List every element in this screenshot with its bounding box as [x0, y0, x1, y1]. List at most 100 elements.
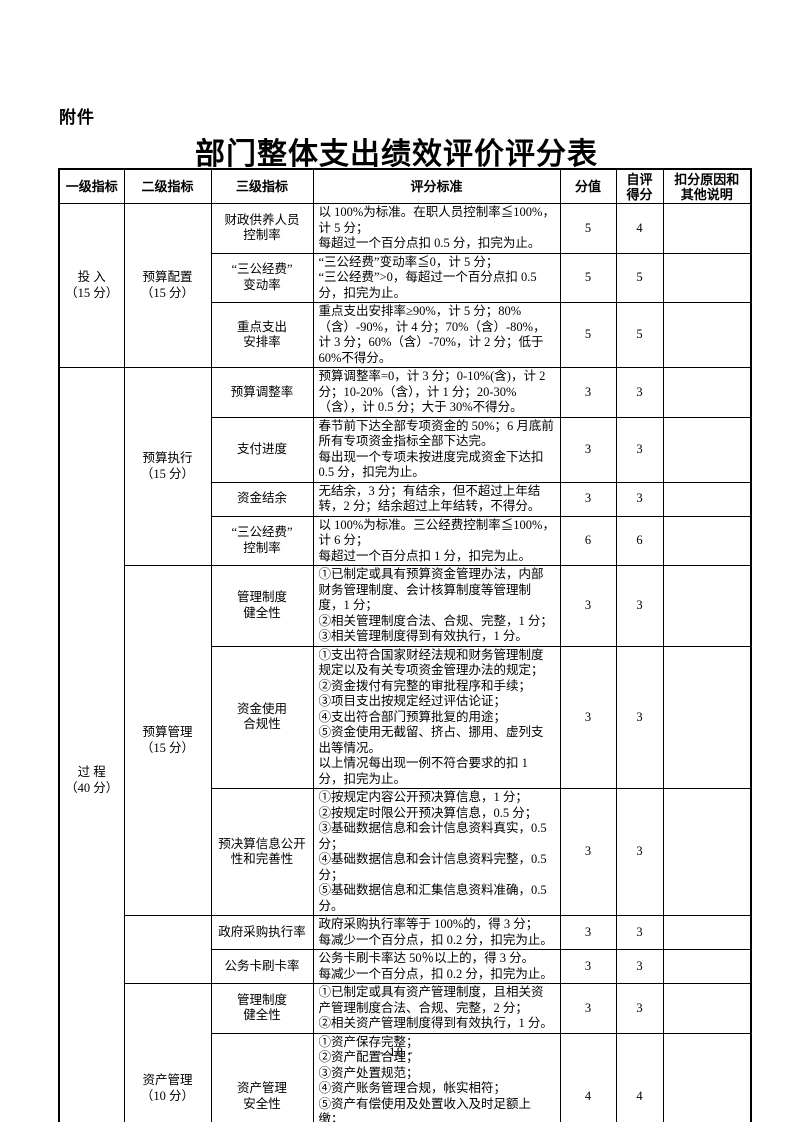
self-score-cell: 3 [615, 565, 664, 647]
score-cell: 3 [559, 367, 617, 418]
table-row: 投 入 （15 分） 预算配置 （15 分） 财政供养人员 控制率 以 100%… [58, 203, 752, 368]
score-cell: 5 [559, 252, 617, 303]
attachment-label: 附件 [59, 108, 95, 127]
remark-cell [662, 645, 752, 789]
level3-cell: 预算调整率 [210, 367, 314, 418]
level2-cell-budget-allocation: 预算配置 （15 分） [123, 203, 212, 368]
level2-cell-budget-management: 预算管理 （15 分） [123, 565, 212, 916]
level1-cell-process: 过 程 （40 分） [58, 367, 125, 1122]
remark-cell [662, 565, 752, 647]
header-row: 一级指标 二级指标 三级指标 评分标准 分值 自评 得分 扣分原因和 其他说明 [58, 168, 752, 204]
criteria-cell: ①支出符合国家财经法规和财务管理制度规定以及有关专项资金管理办法的规定； ②资金… [312, 645, 561, 789]
header-score: 分值 [559, 168, 617, 204]
criteria-cell: ①已制定或具有预算资金管理办法，内部财务管理制度、会计核算制度等管理制度，1 分… [312, 565, 561, 647]
score-cell: 3 [559, 481, 617, 517]
table-row: “三公经费” 控制率 以 100%为标准。三公经费控制率≦100%，计 6 分；… [59, 515, 752, 566]
scoring-table: 一级指标 二级指标 三级指标 评分标准 分值 自评 得分 扣分原因和 其他说明 … [58, 168, 752, 1122]
level3-cell: 支付进度 [210, 416, 314, 483]
header-remark: 扣分原因和 其他说明 [662, 168, 752, 204]
level3-cell: 管理制度 健全性 [210, 983, 314, 1034]
level3-cell: 政府采购执行率 [210, 915, 314, 950]
score-cell: 3 [559, 949, 617, 984]
criteria-cell: ①按规定内容公开预决算信息，1 分； ②按规定时限公开预决算信息，0.5 分； … [312, 788, 561, 916]
table-row: 支付进度 春节前下达全部专项资金的 50%；6 月底前所有专项资金指标全部下达完… [59, 416, 752, 483]
criteria-cell: 以 100%为标准。三公经费控制率≦100%，计 6 分； 每超过一个百分点扣 … [312, 515, 561, 566]
level3-cell: 资金使用 合规性 [210, 645, 314, 789]
self-score-cell: 5 [615, 302, 664, 368]
header-level2: 二级指标 [123, 168, 212, 204]
level3-cell: 公务卡刷卡率 [210, 949, 314, 984]
level2-cell-asset-management: 资产管理 （10 分） [123, 983, 212, 1122]
table-row: 资产管理 （10 分） 管理制度 健全性 ①已制定或具有资产管理制度，且相关资产… [59, 983, 752, 1122]
self-score-cell: 3 [615, 949, 664, 984]
remark-cell [662, 915, 752, 950]
self-score-cell: 4 [615, 1032, 664, 1122]
self-score-cell: 3 [615, 915, 664, 950]
table-row: 资产管理 安全性 ①资产保存完整； ②资产配置合理； ③资产处置规范； ④资产账… [59, 1032, 752, 1122]
score-cell: 3 [559, 983, 617, 1034]
remark-cell [662, 302, 752, 368]
criteria-cell: 无结余，3 分；有结余，但不超过上年结转，2 分；结余超过上年结转，不得分。 [312, 481, 561, 517]
criteria-cell: ①资产保存完整； ②资产配置合理； ③资产处置规范； ④资产账务管理合规，帐实相… [312, 1032, 561, 1122]
self-score-cell: 3 [615, 416, 664, 483]
level3-cell: “三公经费” 变动率 [210, 252, 314, 303]
remark-cell [662, 515, 752, 566]
level3-cell: 管理制度 健全性 [210, 565, 314, 647]
remark-cell [662, 203, 752, 254]
criteria-cell: 政府采购执行率等于 100%的，得 3 分； 每减少一个百分点，扣 0.2 分，… [312, 915, 561, 950]
header-level1: 一级指标 [58, 168, 125, 204]
header-level3: 三级指标 [210, 168, 314, 204]
score-cell: 3 [559, 788, 617, 916]
criteria-cell: 公务卡刷卡率达 50％以上的，得 3 分。 每减少一个百分点，扣 0.2 分，扣… [312, 949, 561, 984]
header-self-score: 自评 得分 [615, 168, 664, 204]
remark-cell [662, 416, 752, 483]
score-cell: 5 [559, 203, 617, 254]
criteria-cell: ①已制定或具有资产管理制度，且相关资产管理制度合法、合规、完整，2 分； ②相关… [312, 983, 561, 1034]
score-cell: 6 [559, 515, 617, 566]
criteria-cell: “三公经费”变动率≦0，计 5 分； “三公经费”>0，每超过一个百分点扣 0.… [312, 252, 561, 303]
score-cell: 3 [559, 915, 617, 950]
header-criteria: 评分标准 [312, 168, 561, 204]
remark-cell [662, 252, 752, 303]
self-score-cell: 3 [615, 788, 664, 916]
table-row: 公务卡刷卡率 公务卡刷卡率达 50％以上的，得 3 分。 每减少一个百分点，扣 … [59, 949, 752, 984]
level3-cell: 预决算信息公开 性和完善性 [210, 788, 314, 916]
remark-cell [662, 367, 752, 418]
level1-cell-input: 投 入 （15 分） [58, 203, 125, 368]
remark-cell [662, 983, 752, 1034]
self-score-cell: 3 [615, 645, 664, 789]
level3-cell: “三公经费” 控制率 [210, 515, 314, 566]
level2-cell-budget-execution: 预算执行 （15 分） [123, 367, 212, 566]
table-row: 资金使用 合规性 ①支出符合国家财经法规和财务管理制度规定以及有关专项资金管理办… [59, 645, 752, 789]
self-score-cell: 6 [615, 515, 664, 566]
score-cell: 3 [559, 416, 617, 483]
table-row: 重点支出 安排率 重点支出安排率≥90%，计 5 分；80%（含）-90%，计 … [59, 302, 752, 368]
remark-cell [662, 481, 752, 517]
level3-cell: 重点支出 安排率 [210, 302, 314, 368]
self-score-cell: 3 [615, 983, 664, 1034]
table-row: 预算管理 （15 分） 管理制度 健全性 ①已制定或具有预算资金管理办法，内部财… [59, 565, 752, 916]
score-cell: 3 [559, 565, 617, 647]
page-number: - 18 - [379, 1044, 414, 1059]
score-cell: 4 [559, 1032, 617, 1122]
criteria-cell: 以 100%为标准。在职人员控制率≦100%，计 5 分； 每超过一个百分点扣 … [312, 203, 561, 254]
self-score-cell: 5 [615, 252, 664, 303]
score-cell: 3 [559, 645, 617, 789]
table-row: 政府采购执行率 政府采购执行率等于 100%的，得 3 分； 每减少一个百分点，… [59, 915, 752, 984]
remark-cell [662, 1032, 752, 1122]
criteria-cell: 重点支出安排率≥90%，计 5 分；80%（含）-90%，计 4 分；70%（含… [312, 302, 561, 368]
page-title: 部门整体支出绩效评价评分表 [195, 138, 598, 171]
table-row: 资金结余 无结余，3 分；有结余，但不超过上年结转，2 分；结余超过上年结转，不… [59, 481, 752, 517]
table-row: “三公经费” 变动率 “三公经费”变动率≦0，计 5 分； “三公经费”>0，每… [59, 252, 752, 303]
remark-cell [662, 788, 752, 916]
criteria-cell: 春节前下达全部专项资金的 50%；6 月底前所有专项资金指标全部下达完。 每出现… [312, 416, 561, 483]
self-score-cell: 4 [615, 203, 664, 254]
level3-cell: 财政供养人员 控制率 [210, 203, 314, 254]
level2-cell-blank [123, 915, 212, 984]
self-score-cell: 3 [615, 367, 664, 418]
table-row: 过 程 （40 分） 预算执行 （15 分） 预算调整率 预算调整率=0，计 3… [58, 367, 752, 1122]
criteria-cell: 预算调整率=0，计 3 分；0-10%(含)，计 2 分；10-20%（含），计… [312, 367, 561, 418]
score-cell: 5 [559, 302, 617, 368]
remark-cell [662, 949, 752, 984]
